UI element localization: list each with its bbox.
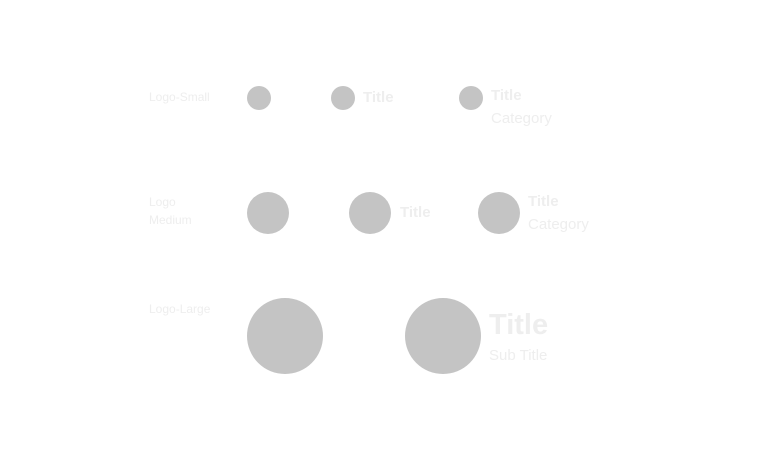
- logo-medium-with-title-category: [478, 192, 520, 234]
- logo-large-title: Title: [489, 309, 549, 341]
- logo-small-with-title-category: [459, 86, 483, 110]
- logo-small-category: Category: [491, 110, 552, 127]
- row-label-logo-medium-line1: Logo: [149, 195, 176, 209]
- logo-small-with-title: [331, 86, 355, 110]
- logo-large-plain: [247, 298, 323, 374]
- row-label-logo-large: Logo-Large: [149, 302, 211, 316]
- row-label-logo-small: Logo-Small: [149, 90, 210, 104]
- logo-small-title-2: Title: [491, 87, 522, 104]
- logo-large-subtitle: Sub Title: [489, 347, 548, 364]
- logo-medium-title: Title: [400, 204, 431, 221]
- logo-medium-title-2: Title: [528, 193, 559, 210]
- row-label-logo-medium: Logo Medium: [149, 193, 192, 229]
- logo-large-with-title-subtitle: [405, 298, 481, 374]
- logo-medium-category: Category: [528, 216, 589, 233]
- logo-small-title: Title: [363, 89, 394, 106]
- logo-medium-plain: [247, 192, 289, 234]
- logo-medium-with-title: [349, 192, 391, 234]
- row-label-logo-medium-line2: Medium: [149, 213, 192, 227]
- logo-small-plain: [247, 86, 271, 110]
